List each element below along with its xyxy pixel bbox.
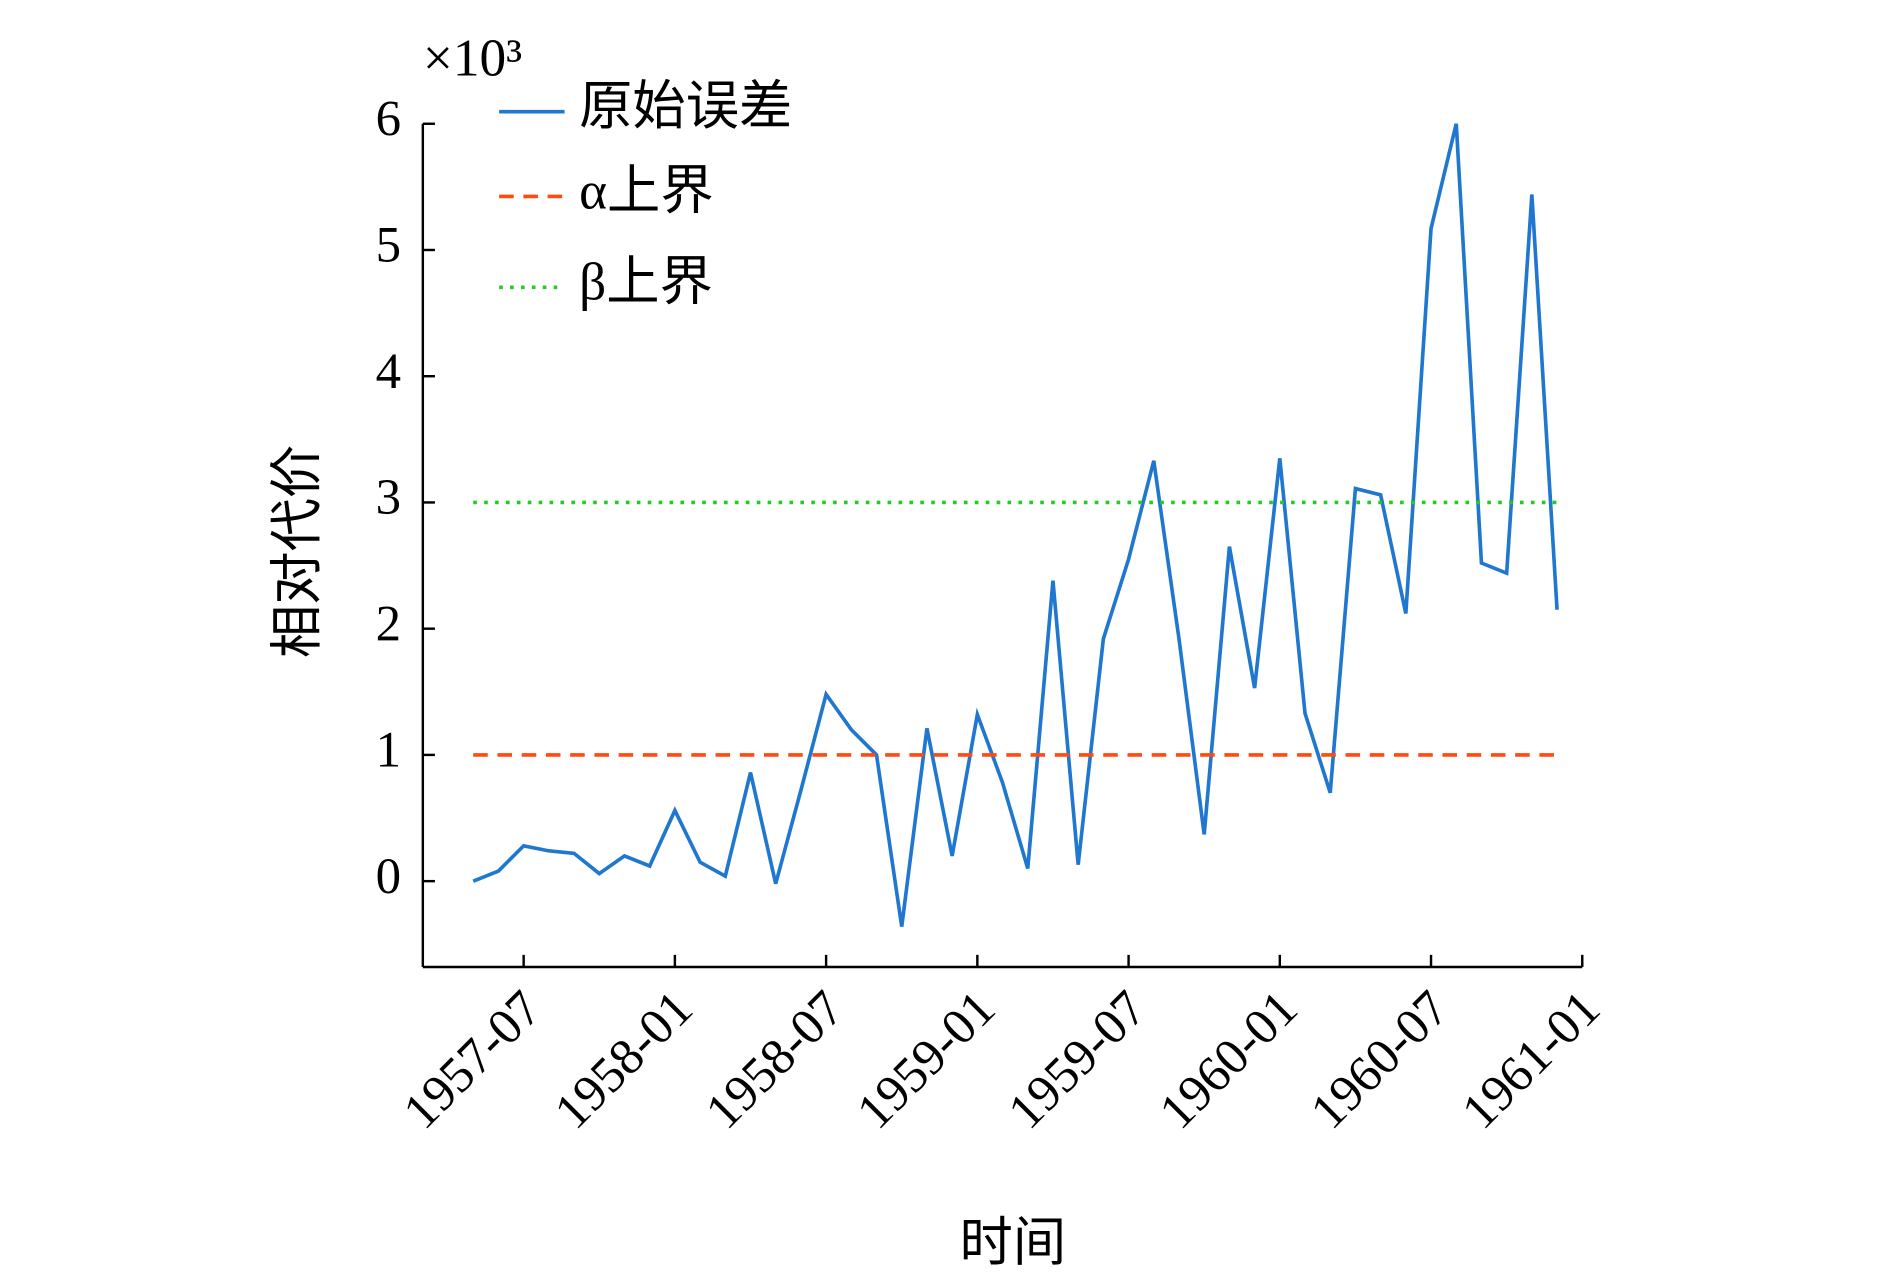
y-tick-label: 6	[376, 91, 401, 147]
y-multiplier: ×10³	[423, 28, 522, 87]
series-line	[472, 123, 1559, 927]
y-tick-label: 3	[376, 470, 401, 526]
x-tick-label: 1957-07	[393, 980, 553, 1140]
x-tick-label: 1960-01	[1149, 980, 1309, 1140]
legend-label: 原始误差	[579, 77, 792, 136]
y-axis-label: 相对代价	[268, 445, 327, 658]
legend-label: α上界	[579, 162, 714, 221]
y-tick-label: 0	[376, 849, 401, 905]
x-tick-label: 1959-01	[847, 980, 1007, 1140]
y-tick-label: 5	[376, 218, 401, 274]
x-tick-label: 1961-01	[1452, 980, 1612, 1140]
x-tick-label: 1958-07	[695, 980, 855, 1140]
x-axis-label: 时间	[960, 1213, 1067, 1272]
x-tick-label: 1960-07	[1300, 980, 1460, 1140]
x-tick-label: 1959-07	[998, 980, 1158, 1140]
y-tick-label: 2	[376, 596, 401, 652]
y-tick-label: 4	[376, 344, 401, 400]
legend-label: β上界	[579, 253, 713, 312]
x-tick-label: 1958-01	[544, 980, 704, 1140]
y-tick-label: 1	[376, 723, 401, 779]
